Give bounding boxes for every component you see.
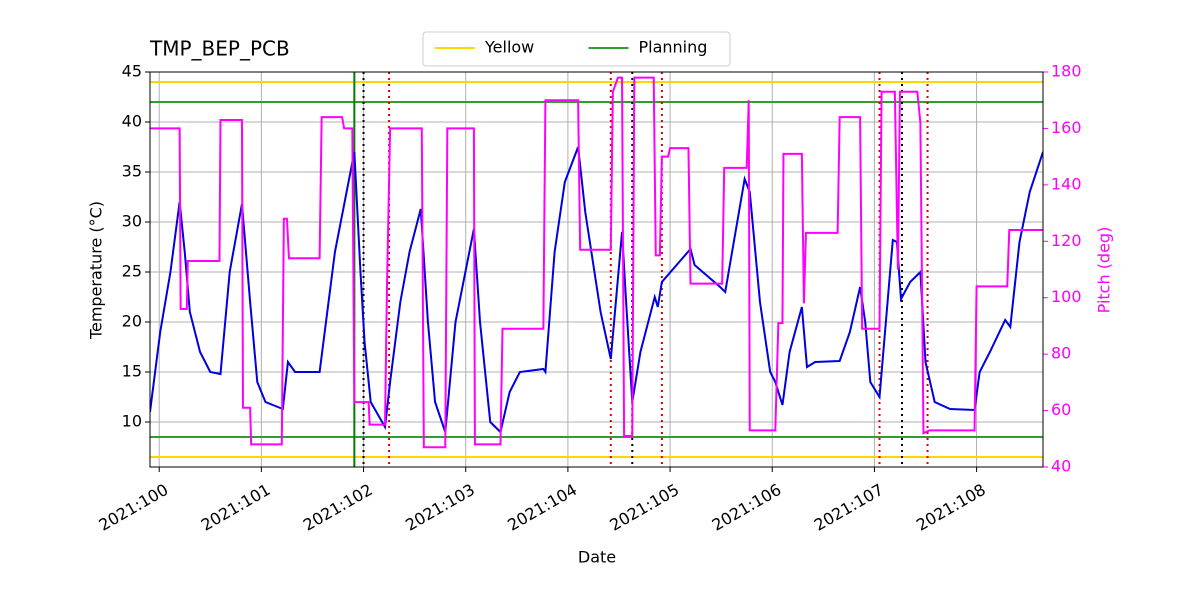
x-tick-label: 2021:106 xyxy=(709,480,785,535)
y-tick-label: 45 xyxy=(122,62,142,81)
x-tick-label: 2021:102 xyxy=(300,480,376,535)
x-tick-label: 2021:104 xyxy=(504,480,580,535)
y2-tick-label: 80 xyxy=(1051,344,1071,363)
x-axis-label: Date xyxy=(578,548,616,567)
legend-box xyxy=(422,31,731,67)
y-tick-label: 15 xyxy=(122,362,142,381)
data-line xyxy=(150,76,1043,449)
y-tick-label: 40 xyxy=(122,112,142,131)
y2-tick-label: 40 xyxy=(1051,457,1071,476)
y2-tick-label: 140 xyxy=(1051,174,1082,193)
y2-tick-label: 160 xyxy=(1051,118,1082,137)
y2-tick-label: 60 xyxy=(1051,400,1071,419)
legend-label: Planning xyxy=(639,38,708,57)
y2-tick-label: 120 xyxy=(1051,231,1082,250)
plot-frame xyxy=(149,71,1044,468)
y-tick-label: 10 xyxy=(122,412,142,431)
y-tick-label: 25 xyxy=(122,262,142,281)
y2-tick-label: 180 xyxy=(1051,62,1082,81)
chart-title: TMP_BEP_PCB xyxy=(149,37,290,61)
y-tick-label: 30 xyxy=(122,212,142,231)
x-tick-label: 2021:100 xyxy=(96,480,172,535)
x-tick-label: 2021:103 xyxy=(402,480,478,535)
y-tick-label: 20 xyxy=(122,312,142,331)
y2-axis-label: Pitch (deg) xyxy=(1095,227,1114,314)
y2-tick-label: 100 xyxy=(1051,287,1082,306)
x-tick-label: 2021:108 xyxy=(913,480,989,535)
legend-label: Yellow xyxy=(484,38,534,57)
y-axis-label: Temperature (°C) xyxy=(87,201,106,340)
x-tick-label: 2021:107 xyxy=(811,480,887,535)
x-tick-label: 2021:101 xyxy=(198,480,274,535)
y-tick-label: 35 xyxy=(122,162,142,181)
data-line xyxy=(150,146,1043,434)
x-tick-label: 2021:105 xyxy=(606,480,682,535)
